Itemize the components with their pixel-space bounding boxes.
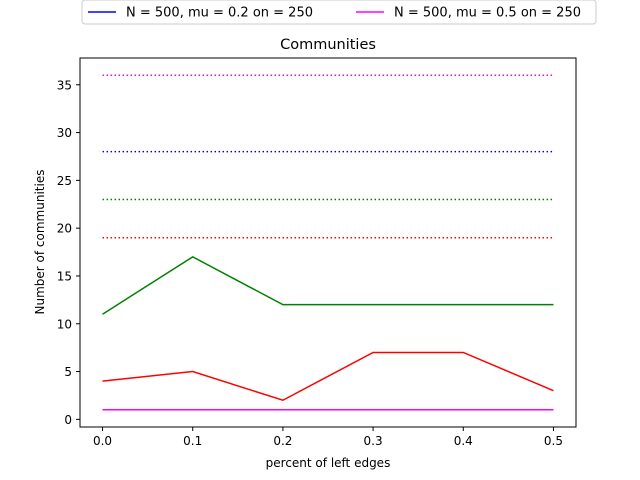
y-tick-label: 35: [57, 78, 72, 92]
y-tick-label: 5: [64, 365, 72, 379]
y-tick-label: 20: [57, 222, 72, 236]
y-tick-label: 30: [57, 126, 72, 140]
legend-label: N = 500, mu = 0.5 on = 250: [394, 6, 581, 21]
x-axis-ticks: 0.0 0.1 0.2 0.3 0.4 0.5: [93, 427, 563, 448]
chart-title: Communities: [280, 37, 376, 53]
x-tick-label: 0.1: [183, 434, 202, 448]
x-tick-label: 0.0: [93, 434, 112, 448]
y-tick-label: 0: [64, 413, 72, 427]
x-axis-label: percent of left edges: [266, 456, 391, 470]
y-tick-label: 25: [57, 174, 72, 188]
plot-area-frame: [79, 57, 577, 428]
x-tick-label: 0.3: [364, 434, 383, 448]
y-tick-label: 15: [57, 269, 72, 283]
legend-label: N = 500, mu = 0.2 on = 250: [126, 6, 313, 21]
x-tick-label: 0.5: [544, 434, 563, 448]
x-tick-label: 0.2: [273, 434, 292, 448]
y-axis-ticks: 0 5 10 15 20 25 30 35: [57, 78, 80, 427]
legend: N = 500, mu = 0.2 on = 250 N = 500, mu = …: [81, 0, 597, 25]
series-line-4: [102, 351, 554, 402]
series-layer: [102, 74, 554, 411]
y-axis-label: Number of communities: [33, 170, 47, 315]
series-line-3: [102, 255, 554, 315]
y-tick-label: 10: [57, 317, 72, 331]
legend-frame: [81, 0, 597, 25]
x-tick-label: 0.4: [454, 434, 473, 448]
